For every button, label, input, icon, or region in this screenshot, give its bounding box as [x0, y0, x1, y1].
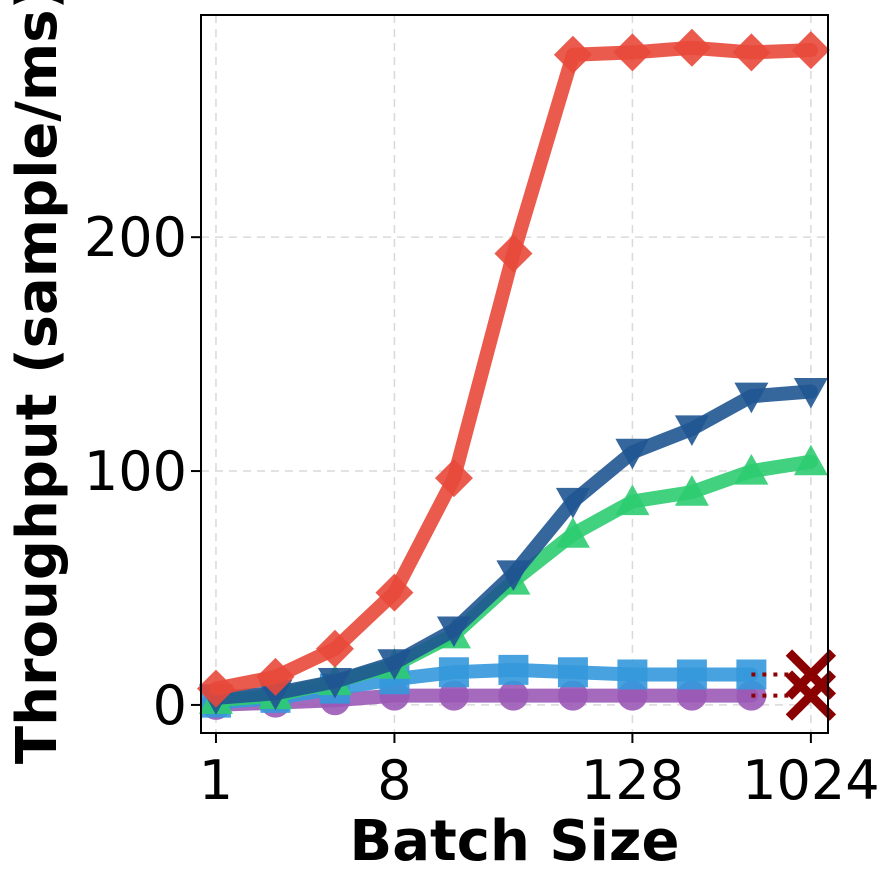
series-triangle-down: [198, 377, 828, 715]
y-tick-label: 200: [84, 206, 187, 269]
data-point: [434, 459, 473, 498]
failure-marker: [751, 649, 837, 700]
data-point: [498, 654, 529, 685]
data-point: [498, 680, 529, 711]
data-point: [438, 680, 469, 711]
x-axis-title: Batch Size: [350, 809, 680, 874]
data-point: [557, 680, 588, 711]
data-point: [496, 560, 531, 591]
data-point: [793, 377, 828, 409]
cross-stroke: [785, 649, 837, 700]
data-point: [617, 659, 648, 690]
data-point: [436, 616, 471, 648]
data-point: [196, 669, 235, 708]
data-point: [676, 659, 707, 690]
series-line: [208, 688, 759, 712]
data-point: [555, 517, 590, 548]
series-layer: [196, 28, 830, 720]
data-point: [672, 28, 711, 67]
cross-stroke: [785, 670, 837, 721]
data-point: [555, 487, 590, 519]
data-point: [613, 33, 652, 72]
data-point: [791, 31, 830, 70]
y-axis-title: Throughput (sample/ms): [5, 0, 70, 764]
data-point: [494, 234, 533, 273]
x-tick-label: 1: [199, 749, 233, 812]
data-point: [553, 35, 592, 74]
ticks: 1 8 128 1024 0 100 200: [84, 206, 880, 812]
data-point: [674, 415, 709, 446]
series-line: [208, 384, 818, 705]
data-point: [674, 475, 709, 506]
data-point: [317, 667, 352, 699]
data-point: [732, 33, 771, 72]
data-point: [615, 484, 650, 516]
series-diamond: [196, 28, 830, 708]
plot-frame: [200, 14, 829, 734]
x-tick-label: 8: [377, 749, 411, 812]
data-point: [256, 657, 295, 696]
x-tick-label: 128: [581, 749, 684, 812]
x-tick-label: 1024: [742, 749, 879, 812]
data-point: [438, 657, 469, 688]
y-tick-label: 0: [153, 674, 187, 737]
data-point: [557, 657, 588, 688]
grid: [201, 15, 828, 733]
data-point: [315, 629, 354, 668]
data-point: [377, 649, 412, 680]
data-point: [615, 438, 650, 470]
failure-layer: [751, 649, 837, 721]
data-point: [793, 444, 828, 476]
data-point: [734, 454, 769, 485]
failure-marker: [751, 670, 837, 721]
data-point: [734, 382, 769, 414]
data-point: [375, 573, 414, 612]
y-tick-label: 100: [84, 440, 187, 503]
